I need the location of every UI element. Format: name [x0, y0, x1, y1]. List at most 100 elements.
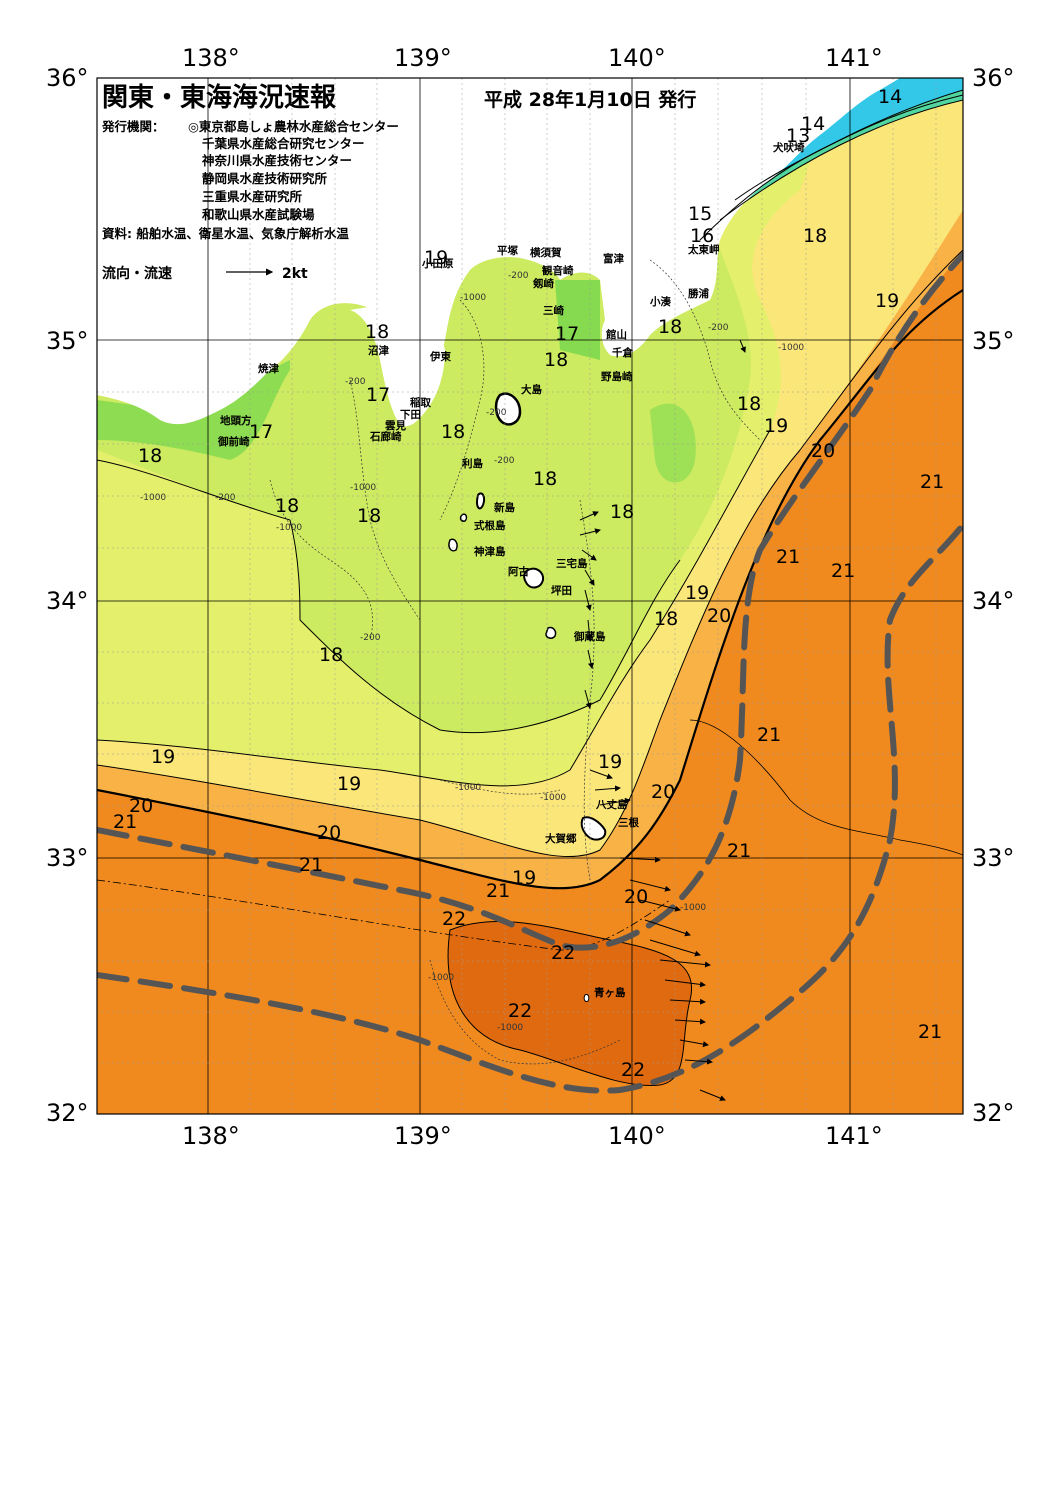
- depth-contours: [269, 259, 761, 1065]
- map-frame: [96, 77, 964, 1115]
- place-name: 伊東: [429, 350, 451, 363]
- lat-label: 34°: [972, 587, 1015, 615]
- place-name: 八丈島: [595, 798, 628, 811]
- data-source: 資料: 船舶水温、衛星水温、気象庁解析水温: [102, 226, 349, 241]
- place-name: 三根: [618, 816, 639, 829]
- isotherm-label: 20: [129, 795, 153, 817]
- isotherm-label: 21: [727, 840, 751, 862]
- isotherm-label: 18: [658, 316, 682, 338]
- publishers: 発行機関： ◎東京都島しょ農林水産総合センター 千葉県水産総合研究センター 神奈…: [101, 119, 399, 241]
- lat-label: 32°: [972, 1099, 1015, 1127]
- depth-labels: -200 -200 -200 -200 -200 -200 -200 -1000…: [140, 271, 804, 1033]
- publisher: 静岡県水産技術研究所: [202, 171, 328, 186]
- place-name: 稲取: [410, 396, 431, 409]
- isotherm-label: 21: [831, 560, 855, 582]
- publisher-label: 発行機関：: [101, 119, 165, 134]
- publisher: 神奈川県水産技術センター: [202, 153, 352, 168]
- place-name: 大賀郷: [545, 832, 577, 845]
- isotherm-label: 19: [764, 415, 788, 437]
- lon-label: 139°: [394, 44, 452, 72]
- isotherm-label: 21: [113, 811, 137, 833]
- isotherm-label: 19: [598, 751, 622, 773]
- place-name: 太東岬: [687, 243, 720, 256]
- isotherm-label: 18: [533, 468, 557, 490]
- lat-label: 33°: [972, 844, 1015, 872]
- isotherm-label: 18: [610, 501, 634, 523]
- place-name: 横須賀: [530, 246, 562, 259]
- place-name: 犬吠埼: [772, 141, 805, 154]
- place-name: 三宅島: [556, 557, 588, 570]
- isotherm-label: 21: [757, 724, 781, 746]
- isotherm-label: 19: [337, 773, 361, 795]
- legend-scale: 2kt: [282, 266, 308, 282]
- isotherm-label: 22: [508, 1000, 532, 1022]
- current-vectors: [579, 339, 746, 1101]
- minor-grid: [97, 78, 963, 1114]
- isotherm-label: 21: [918, 1021, 942, 1043]
- place-name: 富津: [603, 252, 624, 265]
- isotherm-label: 16: [690, 225, 714, 247]
- isotherm-label: 19: [151, 746, 175, 768]
- lat-label: 32°: [46, 1099, 89, 1127]
- latitude-labels-left: 36° 35° 34° 33° 32°: [46, 64, 89, 1127]
- place-name: 館山: [605, 328, 627, 341]
- place-name: 新島: [494, 501, 515, 514]
- isotherm-label: 18: [654, 608, 678, 630]
- isotherm-label: 19: [685, 582, 709, 604]
- isotherm-label: 20: [624, 886, 648, 908]
- depth-label: -1000: [497, 1023, 523, 1033]
- place-name: 野島崎: [601, 370, 633, 383]
- isotherm-label: 21: [299, 854, 323, 876]
- place-name: 三崎: [543, 304, 564, 317]
- depth-label: -200: [486, 408, 507, 418]
- place-name: 利島: [462, 457, 483, 470]
- place-name: 千倉: [612, 346, 633, 359]
- isotherm-label: 18: [275, 495, 299, 517]
- depth-label: -1000: [540, 793, 566, 803]
- place-name: 地頭方: [220, 414, 252, 427]
- place-name: 御蔵島: [573, 630, 606, 643]
- isotherm-label: 21: [486, 880, 510, 902]
- place-name: 下田: [400, 409, 421, 421]
- isotherm-label: 13: [786, 125, 810, 147]
- lon-label: 141°: [825, 44, 883, 72]
- lat-label: 35°: [46, 327, 89, 355]
- issue-date: 平成 28年1月10日 発行: [484, 88, 696, 111]
- depth-label: -1000: [455, 783, 481, 793]
- depth-label: -1000: [778, 343, 804, 353]
- temperature-field: [97, 78, 963, 1114]
- depth-label: -200: [508, 271, 529, 281]
- legend-label: 流向・流速: [102, 265, 172, 282]
- isotherm-lines: [97, 89, 963, 1087]
- isotherm-label: 20: [707, 605, 731, 627]
- isotherm-label: 22: [621, 1059, 645, 1081]
- place-name: 青ヶ島: [594, 986, 626, 999]
- depth-label: -1000: [140, 493, 166, 503]
- place-name: 観音崎: [542, 264, 574, 277]
- lon-label: 138°: [182, 1122, 240, 1150]
- place-name: 阿古: [508, 565, 529, 578]
- place-name: 坪田: [551, 584, 572, 597]
- kuroshio-axis: [97, 252, 963, 1094]
- isotherm-label: 18: [319, 644, 343, 666]
- depth-label: -200: [345, 377, 366, 387]
- lon-label: 140°: [608, 44, 666, 72]
- isotherm-label: 17: [555, 323, 579, 345]
- publisher: 和歌山県水産試験場: [201, 207, 315, 222]
- isotherm-label: 14: [801, 113, 825, 135]
- place-name: 雲見: [385, 420, 406, 432]
- isotherm-label: 18: [803, 225, 827, 247]
- place-name: 沼津: [368, 344, 389, 357]
- isotherm-label: 22: [442, 908, 466, 930]
- place-names: 小田原 平塚 横須賀 観音崎 剱崎 三崎 富津 館山 千倉 野島崎 犬吠埼 太東…: [217, 141, 805, 999]
- depth-label: -1000: [428, 973, 454, 983]
- publisher: 千葉県水産総合研究センター: [202, 136, 365, 151]
- place-name: 式根島: [474, 519, 506, 532]
- depth-label: -1000: [276, 523, 302, 533]
- lat-label: 35°: [972, 327, 1015, 355]
- depth-label: -1000: [350, 483, 376, 493]
- place-name: 御前崎: [217, 435, 250, 448]
- lat-label: 36°: [972, 64, 1015, 92]
- longitude-labels-top: 138° 139° 140° 141°: [182, 44, 883, 72]
